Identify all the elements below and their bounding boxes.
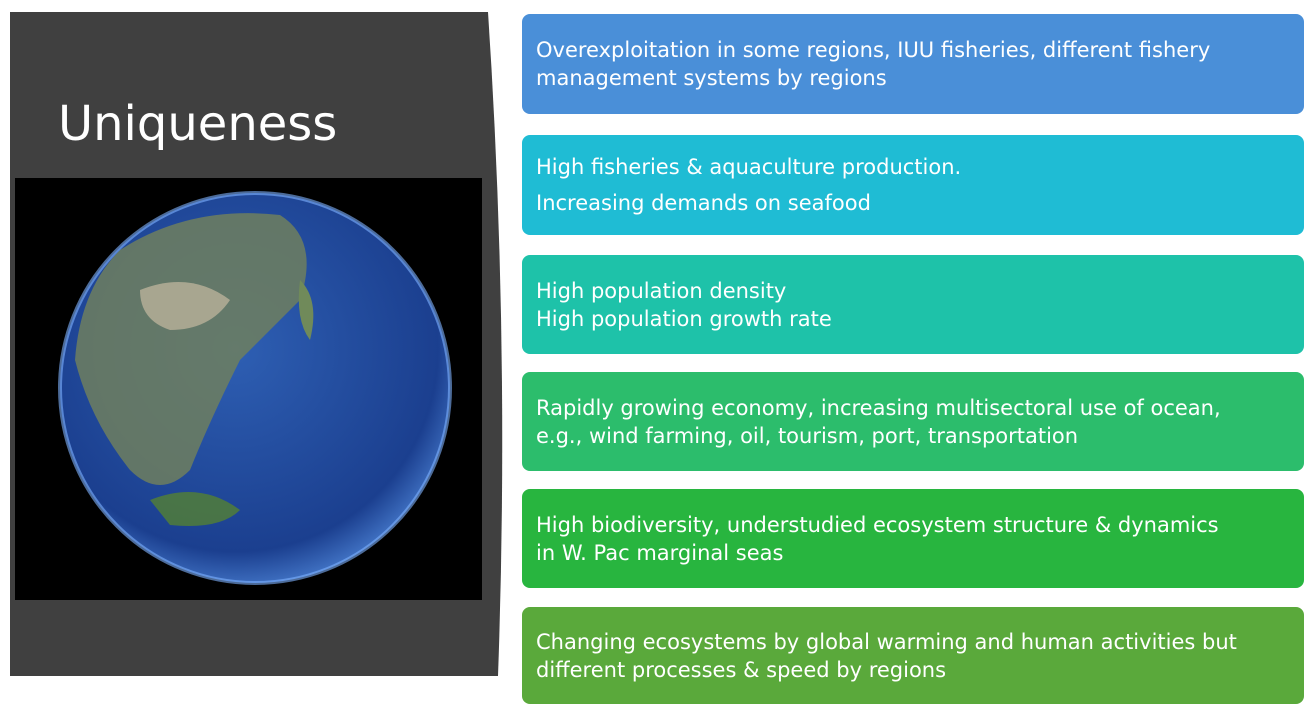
box-text: Rapidly growing economy, increasing mult… xyxy=(536,394,1290,422)
box-text: Changing ecosystems by global warming an… xyxy=(536,628,1290,656)
box-text: High population density xyxy=(536,277,1290,305)
box-text: High population growth rate xyxy=(536,305,1290,333)
box-text: in W. Pac marginal seas xyxy=(536,539,1290,567)
box-text: Overexploitation in some regions, IUU fi… xyxy=(536,36,1290,64)
box-text: High biodiversity, understudied ecosyste… xyxy=(536,511,1290,539)
info-box: High fisheries & aquaculture production.… xyxy=(522,135,1304,235)
info-box: High biodiversity, understudied ecosyste… xyxy=(522,489,1304,588)
info-box: Changing ecosystems by global warming an… xyxy=(522,607,1304,704)
box-text: Increasing demands on seafood xyxy=(536,189,1290,217)
box-text: different processes & speed by regions xyxy=(536,656,1290,684)
box-text: management systems by regions xyxy=(536,64,1290,92)
info-box: Rapidly growing economy, increasing mult… xyxy=(522,372,1304,471)
box-text: e.g., wind farming, oil, tourism, port, … xyxy=(536,422,1290,450)
slide: Uniqueness Overexploitation in some regi… xyxy=(0,0,1304,704)
title: Uniqueness xyxy=(58,96,337,152)
info-box: Overexploitation in some regions, IUU fi… xyxy=(522,14,1304,114)
box-text: High fisheries & aquaculture production. xyxy=(536,153,1290,181)
